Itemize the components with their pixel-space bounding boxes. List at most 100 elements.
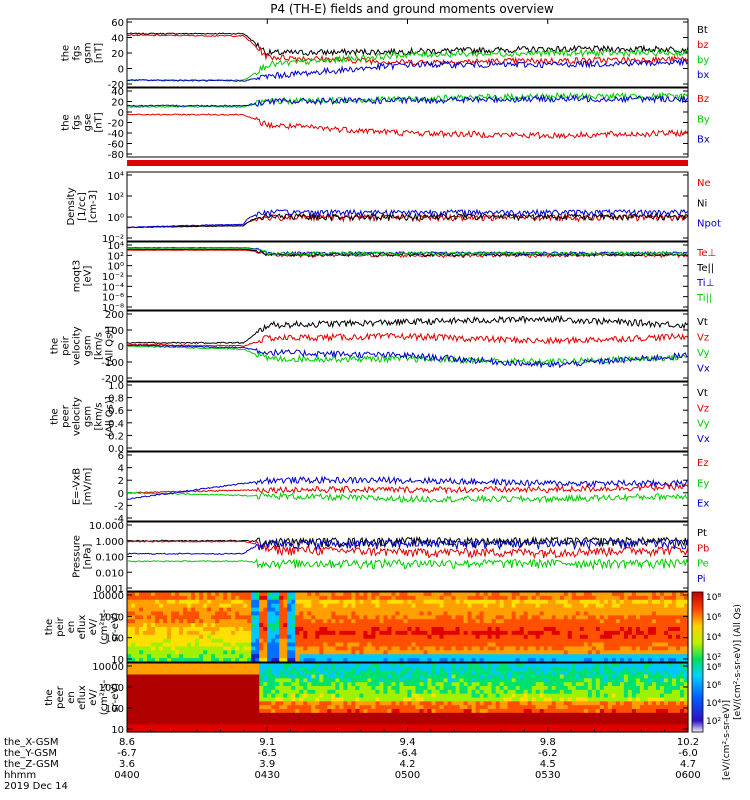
spec-cell — [319, 592, 324, 597]
spec-cell — [187, 709, 192, 714]
spec-cell — [491, 638, 497, 644]
spec-cell — [363, 686, 369, 691]
spec-cell — [275, 728, 280, 733]
spec-cell — [343, 686, 348, 691]
spec-cell — [343, 720, 348, 725]
spec-cell — [455, 623, 461, 628]
spec-cell — [487, 630, 493, 636]
spec-cell — [163, 712, 168, 718]
spec-cell — [463, 603, 469, 609]
spec-cell — [475, 592, 481, 597]
spec-cell — [539, 666, 545, 672]
spec-cell — [443, 595, 449, 601]
spec-cell — [527, 642, 533, 648]
spec-cell — [131, 712, 136, 718]
y-axis-title-line: peer — [61, 404, 72, 428]
spec-cell — [183, 693, 188, 699]
spec-cell — [171, 638, 176, 644]
spec-cell — [363, 650, 369, 655]
spec-cell — [331, 701, 336, 706]
spec-cell — [491, 709, 497, 714]
y-axis-title-line: [nT] — [94, 43, 105, 63]
spec-cell — [291, 654, 296, 659]
spec-cell — [663, 627, 669, 632]
spec-cell — [647, 603, 653, 609]
spec-cell — [383, 720, 389, 725]
spec-cell — [395, 663, 401, 668]
spec-cell — [539, 724, 545, 729]
panel-temperature: 10⁴10²10⁰10⁻²10⁻⁴10⁻⁶10⁻⁸moqt3[eV]Te⊥Te|… — [72, 241, 717, 314]
spec-cell — [591, 654, 597, 659]
spec-cell — [627, 650, 633, 655]
spec-cell — [463, 595, 469, 601]
spec-cell — [587, 638, 593, 644]
y-axis-title-line: [1/cc] — [77, 192, 88, 221]
spec-cell — [231, 638, 236, 644]
spec-cell — [383, 678, 389, 683]
spec-cell — [539, 697, 545, 702]
spec-cell — [539, 638, 545, 644]
spec-cell — [127, 670, 132, 676]
spec-cell — [223, 689, 228, 695]
spec-cell — [315, 674, 320, 679]
spec-cell — [683, 592, 689, 597]
spec-cell — [619, 627, 625, 632]
spec-cell — [215, 716, 220, 722]
spec-cell — [607, 674, 613, 679]
spec-cell — [287, 693, 292, 699]
spec-cell — [223, 619, 228, 624]
spec-cell — [379, 627, 385, 632]
spec-cell — [203, 650, 208, 655]
spec-cell — [275, 615, 280, 620]
spec-cell — [267, 663, 272, 668]
spec-cell — [259, 663, 264, 668]
spec-cell — [575, 603, 581, 609]
y-axis-title-line: [km/s — [94, 332, 105, 360]
spec-cell — [419, 666, 425, 672]
spec-cell — [239, 654, 244, 659]
spec-cell — [571, 728, 577, 733]
spec-cell — [431, 592, 437, 597]
spec-cell — [211, 607, 216, 613]
spec-cell — [163, 646, 168, 651]
spec-cell — [271, 615, 276, 620]
spec-cell — [203, 697, 208, 702]
spec-cell — [279, 720, 284, 725]
spec-cell — [351, 638, 357, 644]
spec-cell — [559, 654, 565, 659]
spec-cell — [411, 712, 417, 718]
spec-cell — [475, 705, 481, 710]
spec-cell — [499, 709, 505, 714]
spec-cell — [619, 646, 625, 651]
spec-cell — [387, 728, 393, 733]
spec-cell — [587, 611, 593, 616]
spec-cell — [411, 650, 417, 655]
spec-cell — [487, 728, 493, 733]
spec-cell — [503, 724, 509, 729]
spec-cell — [327, 689, 332, 695]
spec-cell — [279, 701, 284, 706]
spec-cell — [407, 728, 413, 733]
spec-cell — [291, 686, 296, 691]
spec-cell — [451, 623, 457, 628]
spec-cell — [607, 592, 613, 597]
spec-cell — [171, 603, 176, 609]
spec-cell — [191, 654, 196, 659]
spec-cell — [299, 716, 304, 722]
spec-cell — [295, 642, 300, 648]
spec-cell — [139, 630, 144, 636]
spec-cell — [491, 663, 497, 668]
spec-cell — [427, 686, 433, 691]
spec-cell — [291, 716, 296, 722]
spec-cell — [523, 642, 529, 648]
spec-cell — [131, 670, 136, 676]
spec-cell — [603, 630, 609, 636]
spec-cell — [447, 697, 453, 702]
spec-cell — [407, 650, 413, 655]
spec-cell — [579, 611, 585, 616]
spec-cell — [479, 638, 485, 644]
spec-cell — [291, 678, 296, 683]
spec-cell — [423, 666, 429, 672]
spec-cell — [355, 595, 361, 601]
spec-cell — [443, 724, 449, 729]
